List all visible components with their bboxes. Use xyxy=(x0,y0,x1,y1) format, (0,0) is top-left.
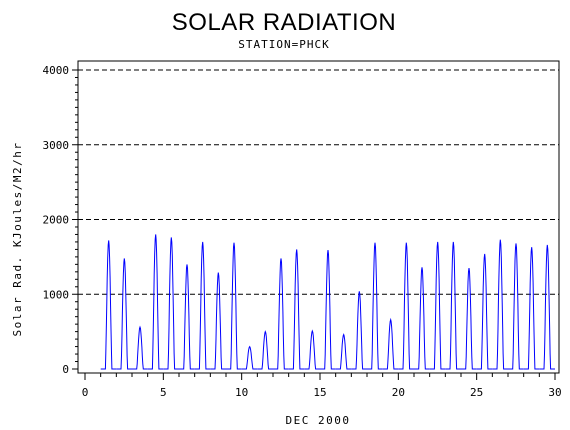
day-6-radiation xyxy=(179,264,195,370)
day-10-radiation xyxy=(241,345,258,370)
day-14-radiation xyxy=(304,329,320,370)
chart-subtitle: STATION=PHCK xyxy=(238,38,329,51)
day-1-radiation xyxy=(100,240,117,370)
day-28-radiation xyxy=(523,247,540,370)
y-tick-label-3000: 3000 xyxy=(43,139,70,152)
day-22-radiation xyxy=(429,241,446,370)
day-13-radiation xyxy=(288,249,305,370)
chart-title: SOLAR RADIATION xyxy=(172,9,396,36)
x-axis-label: DEC 2000 xyxy=(286,414,351,427)
x-axis: 0 5 10 15 20 25 30 xyxy=(82,373,562,399)
x-tick-label-5: 5 xyxy=(160,386,167,399)
day-19-radiation xyxy=(382,317,399,370)
plot-frame xyxy=(77,60,560,374)
y-axis-label: Solar Rad. KJoules/M2/hr xyxy=(11,142,24,337)
day-23-radiation xyxy=(445,241,461,370)
day-20-radiation xyxy=(398,242,414,370)
y-tick-label-0: 0 xyxy=(62,363,69,376)
x-tick-label-0: 0 xyxy=(82,386,89,399)
day-16-radiation xyxy=(335,333,352,370)
day-18-radiation xyxy=(367,242,383,370)
day-26-radiation xyxy=(492,239,508,370)
day-11-radiation xyxy=(257,330,273,370)
day-2-radiation xyxy=(116,258,132,370)
day-4-radiation xyxy=(147,234,164,370)
x-tick-label-25: 25 xyxy=(470,386,483,399)
day-27-radiation xyxy=(508,243,524,370)
day-25-radiation xyxy=(476,253,493,370)
day-12-radiation xyxy=(273,258,289,370)
y-tick-label-2000: 2000 xyxy=(43,214,70,227)
y-axis: 0 1000 2000 3000 4000 xyxy=(43,64,78,376)
y-tick-label-4000: 4000 xyxy=(43,64,70,77)
x-tick-label-10: 10 xyxy=(235,386,248,399)
day-8-radiation xyxy=(210,272,226,370)
day-17-radiation xyxy=(351,291,367,370)
day-29-radiation xyxy=(539,244,555,370)
day-15-radiation xyxy=(320,250,336,370)
day-3-radiation xyxy=(132,325,148,370)
day-21-radiation xyxy=(414,267,430,370)
series-solar-radiation xyxy=(100,234,555,370)
y-tick-label-1000: 1000 xyxy=(43,288,70,301)
day-5-radiation xyxy=(163,237,179,370)
x-tick-label-20: 20 xyxy=(392,386,405,399)
day-24-radiation xyxy=(461,268,477,370)
x-tick-label-30: 30 xyxy=(548,386,561,399)
x-tick-label-15: 15 xyxy=(313,386,326,399)
day-9-radiation xyxy=(226,242,242,370)
day-7-radiation xyxy=(194,241,211,370)
grid-lines xyxy=(78,69,559,295)
